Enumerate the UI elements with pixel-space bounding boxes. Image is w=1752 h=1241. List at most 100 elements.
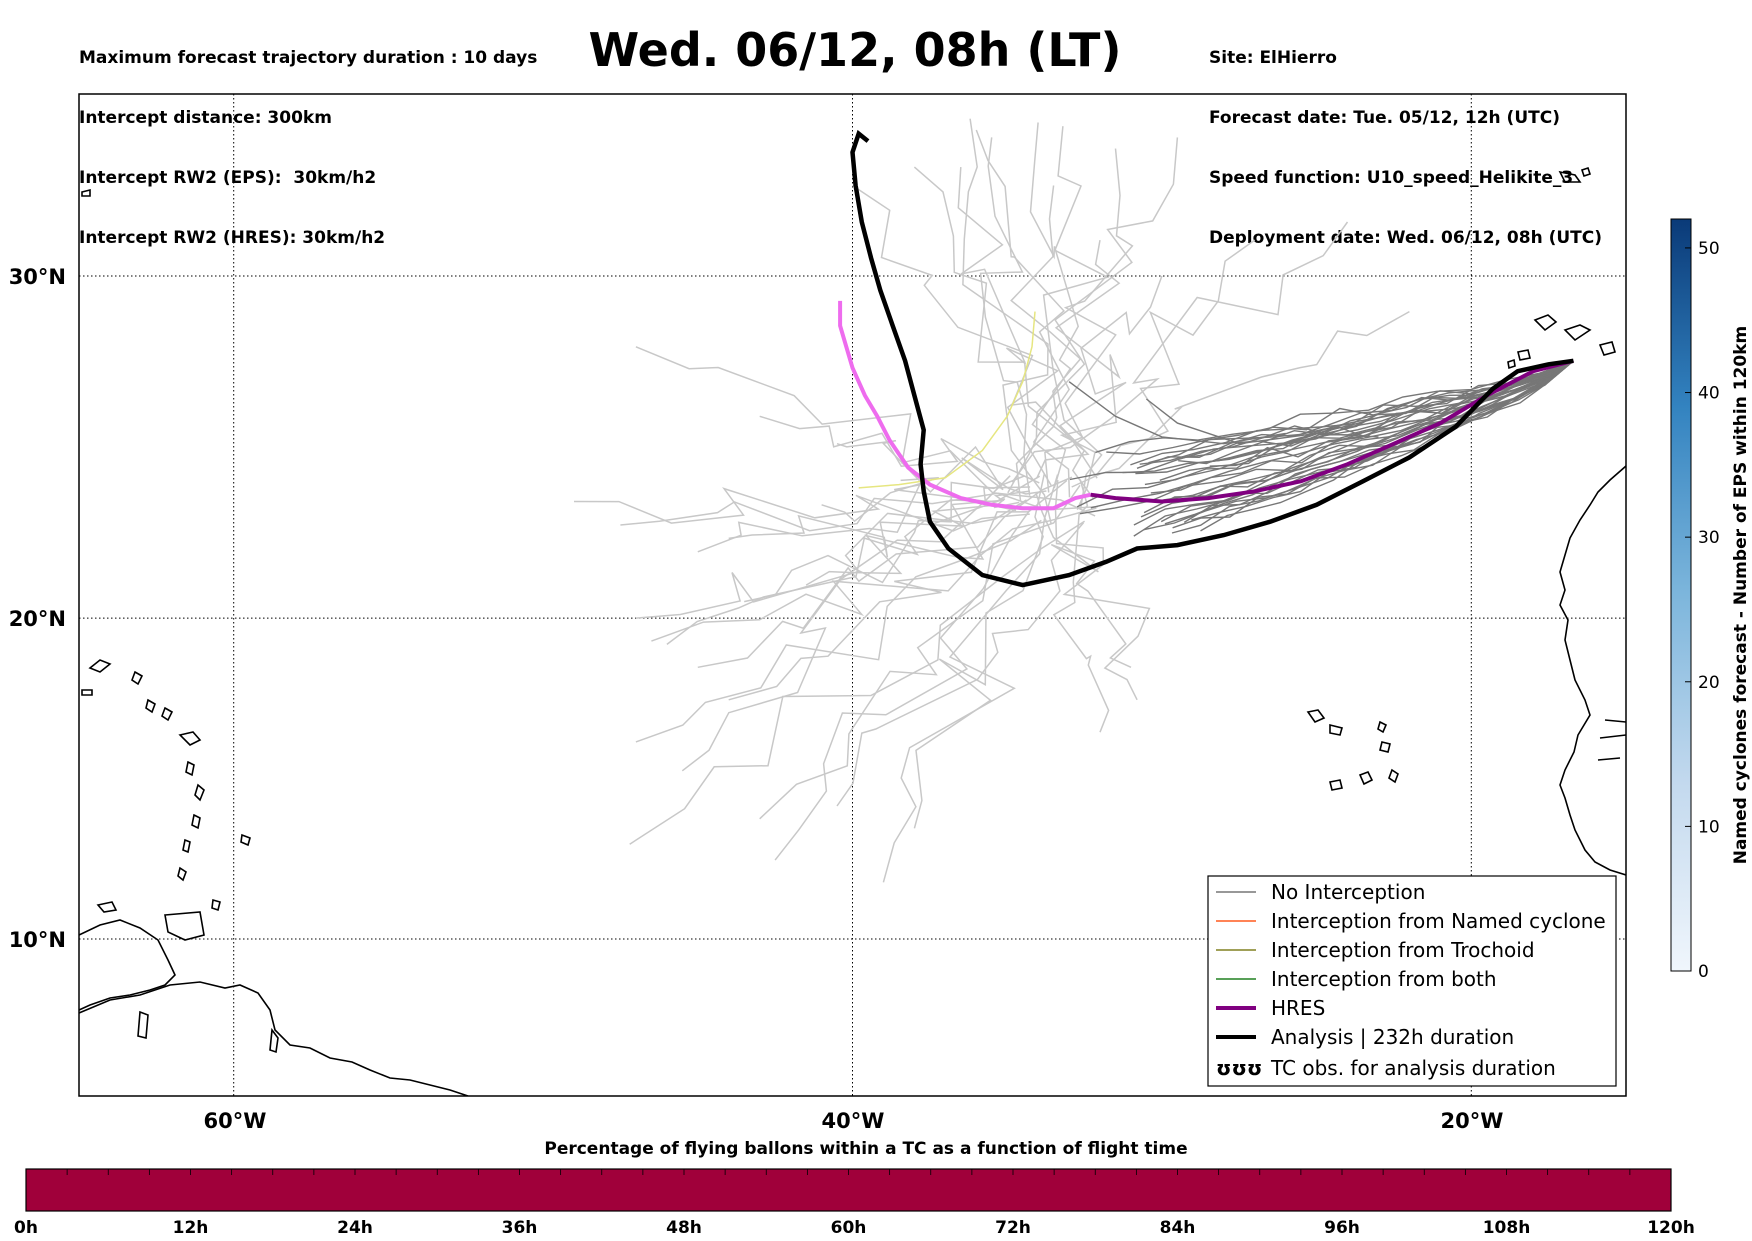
- lat-label-30n: 30°N: [9, 265, 66, 289]
- flight-bar-tick-label: 60h: [831, 1218, 867, 1238]
- svg-text:HRES: HRES: [1271, 996, 1325, 1020]
- eps-trajectory: [1150, 360, 1574, 494]
- eps-trajectory-extension: [1042, 126, 1110, 510]
- legend-item-no-interception: No Interception: [1216, 880, 1425, 904]
- svg-text:Analysis | 232h duration: Analysis | 232h duration: [1271, 1025, 1514, 1049]
- eps-trajectory-extension: [635, 499, 1027, 619]
- eps-trajectory-extension: [573, 487, 1030, 532]
- eps-trajectory: [1200, 360, 1574, 532]
- colorbar-tick-label: 30: [1698, 528, 1720, 548]
- lat-label-20n: 20°N: [9, 607, 66, 631]
- colorbar-label: Named cyclones forecast - Number of EPS …: [1731, 326, 1751, 865]
- coast-antilles-2: [185, 760, 195, 777]
- eps-trajectory-extension: [957, 167, 1060, 486]
- svg-text:TC obs. for analysis duration: TC obs. for analysis duration: [1270, 1056, 1556, 1080]
- tc-obs-icon: ʊʊʊ: [1216, 1056, 1262, 1080]
- eps-trajectory-extension: [979, 137, 1031, 496]
- eps-trajectory-extension: [1044, 148, 1134, 493]
- page-title: Wed. 06/12, 08h (LT): [588, 23, 1122, 77]
- info-intercept-distance: Intercept distance: 300km: [79, 108, 332, 128]
- coast-antilles-14: [81, 188, 91, 197]
- coast-antilles-7: [211, 898, 221, 912]
- coast-cape-verde-3: [1377, 720, 1388, 734]
- colorbar-tick-label: 0: [1698, 962, 1709, 982]
- eps-trajectory-extension: [913, 166, 1094, 499]
- flight-bar-tick-label: 120h: [1647, 1218, 1695, 1238]
- coast-canary-5: [1507, 358, 1516, 370]
- flight-bar-tick-label: 0h: [14, 1218, 38, 1238]
- eps-trajectory-extension: [1036, 275, 1163, 479]
- legend-item-tc-obs: ʊʊʊ TC obs. for analysis duration: [1216, 1056, 1556, 1080]
- info-speed-function: Speed function: U10_speed_Helikite_3: [1209, 168, 1574, 188]
- coast-antilles-3: [194, 783, 205, 802]
- coast-antilles-13: [81, 689, 93, 696]
- eps-trajectory-extension: [1007, 137, 1179, 494]
- info-intercept-hres: Intercept RW2 (HRES): 30km/h2: [79, 228, 386, 248]
- eps-trajectory-extension: [651, 507, 1097, 642]
- coast-antilles-11: [145, 698, 156, 714]
- eps-trajectory: [1209, 360, 1574, 467]
- coast-canary-2: [1563, 324, 1592, 342]
- eps-trajectory-extension: [635, 346, 1096, 517]
- coast-cape-verde-6: [1388, 768, 1399, 784]
- coast-cape-verde-5: [1358, 770, 1374, 786]
- legend-item-both: Interception from both: [1216, 967, 1497, 991]
- trajectory-hres: [1090, 358, 1574, 504]
- flight-time-bar: Percentage of flying ballons within a TC…: [14, 1139, 1695, 1238]
- flight-bar-title: Percentage of flying ballons within a TC…: [544, 1139, 1187, 1159]
- coast-canary-1: [1533, 314, 1558, 332]
- flight-bar-tick-label: 96h: [1324, 1218, 1360, 1238]
- eps-trajectory: [1068, 381, 1286, 445]
- coast-africa: [1559, 465, 1626, 876]
- svg-text:Interception from Named cyclon: Interception from Named cyclone: [1271, 909, 1606, 933]
- legend-item-hres: HRES: [1216, 996, 1325, 1020]
- info-intercept-eps: Intercept RW2 (EPS): 30km/h2: [79, 168, 377, 188]
- coast-madeira-2: [1580, 166, 1592, 178]
- eps-trajectory-extension: [852, 184, 1098, 479]
- coast-canary-4: [1517, 349, 1531, 361]
- eps-trajectory-extension: [1052, 479, 1110, 733]
- eps-trajectory-extension: [759, 415, 1040, 484]
- coast-islet-1: [137, 1010, 149, 1040]
- eps-trajectory-extension: [774, 507, 1032, 861]
- svg-text:Interception from both: Interception from both: [1271, 967, 1497, 991]
- eps-trajectory-extension: [728, 479, 1068, 701]
- eps-trajectory-extension: [1071, 310, 1410, 488]
- coast-antilles-8: [240, 833, 251, 847]
- coast-venezuela-gulf: [79, 919, 176, 1011]
- legend: No Interception Interception from Named …: [1207, 875, 1617, 1087]
- info-forecast-date: Forecast date: Tue. 05/12, 12h (UTC): [1209, 108, 1560, 128]
- colorbar-tick-label: 20: [1698, 673, 1720, 693]
- coast-cape-verde-1: [1306, 709, 1326, 723]
- colorbar: 0 10 20 30 40 50 Named cyclones forecast - Nu…: [1670, 218, 1751, 982]
- flight-bar-tick-label: 12h: [173, 1218, 209, 1238]
- eps-trajectory-extension: [913, 474, 1045, 829]
- eps-trajectory: [1144, 360, 1574, 486]
- colorbar-gradient: [1670, 218, 1692, 972]
- trajectory-yellow: [858, 311, 1036, 489]
- coast-cape-verde-7: [1329, 779, 1343, 791]
- eps-trajectory-extension: [629, 520, 1086, 845]
- eps-trajectory-extension: [681, 475, 1011, 772]
- eps-trajectory-extension: [1034, 491, 1132, 668]
- legend-item-named-cyclone: Interception from Named cyclone: [1216, 909, 1606, 933]
- legend-item-trochoid: Interception from Trochoid: [1216, 938, 1535, 962]
- coast-islet-2: [269, 1027, 279, 1054]
- info-site: Site: ElHierro: [1209, 48, 1337, 68]
- legend-item-analysis: Analysis | 232h duration: [1216, 1025, 1514, 1049]
- flight-bar-fill: [25, 1168, 1672, 1212]
- svg-text:Interception from Trochoid: Interception from Trochoid: [1271, 938, 1535, 962]
- eps-trajectory-extension: [620, 492, 1099, 532]
- eps-trajectory-extension: [1029, 122, 1080, 489]
- colorbar-tick-label: 40: [1698, 384, 1720, 404]
- coast-canary-3: [1598, 341, 1617, 356]
- lon-label-40w: 40°W: [822, 1109, 885, 1133]
- map-frame: [78, 93, 1627, 1097]
- colorbar-tick-label: 10: [1698, 817, 1720, 837]
- coast-antilles-10: [131, 670, 144, 686]
- eps-trajectory-extension: [759, 484, 1081, 820]
- coast-south-america: [79, 981, 469, 1096]
- flight-bar-tick-label: 24h: [337, 1218, 373, 1238]
- eps-trajectory-extension: [821, 477, 1020, 526]
